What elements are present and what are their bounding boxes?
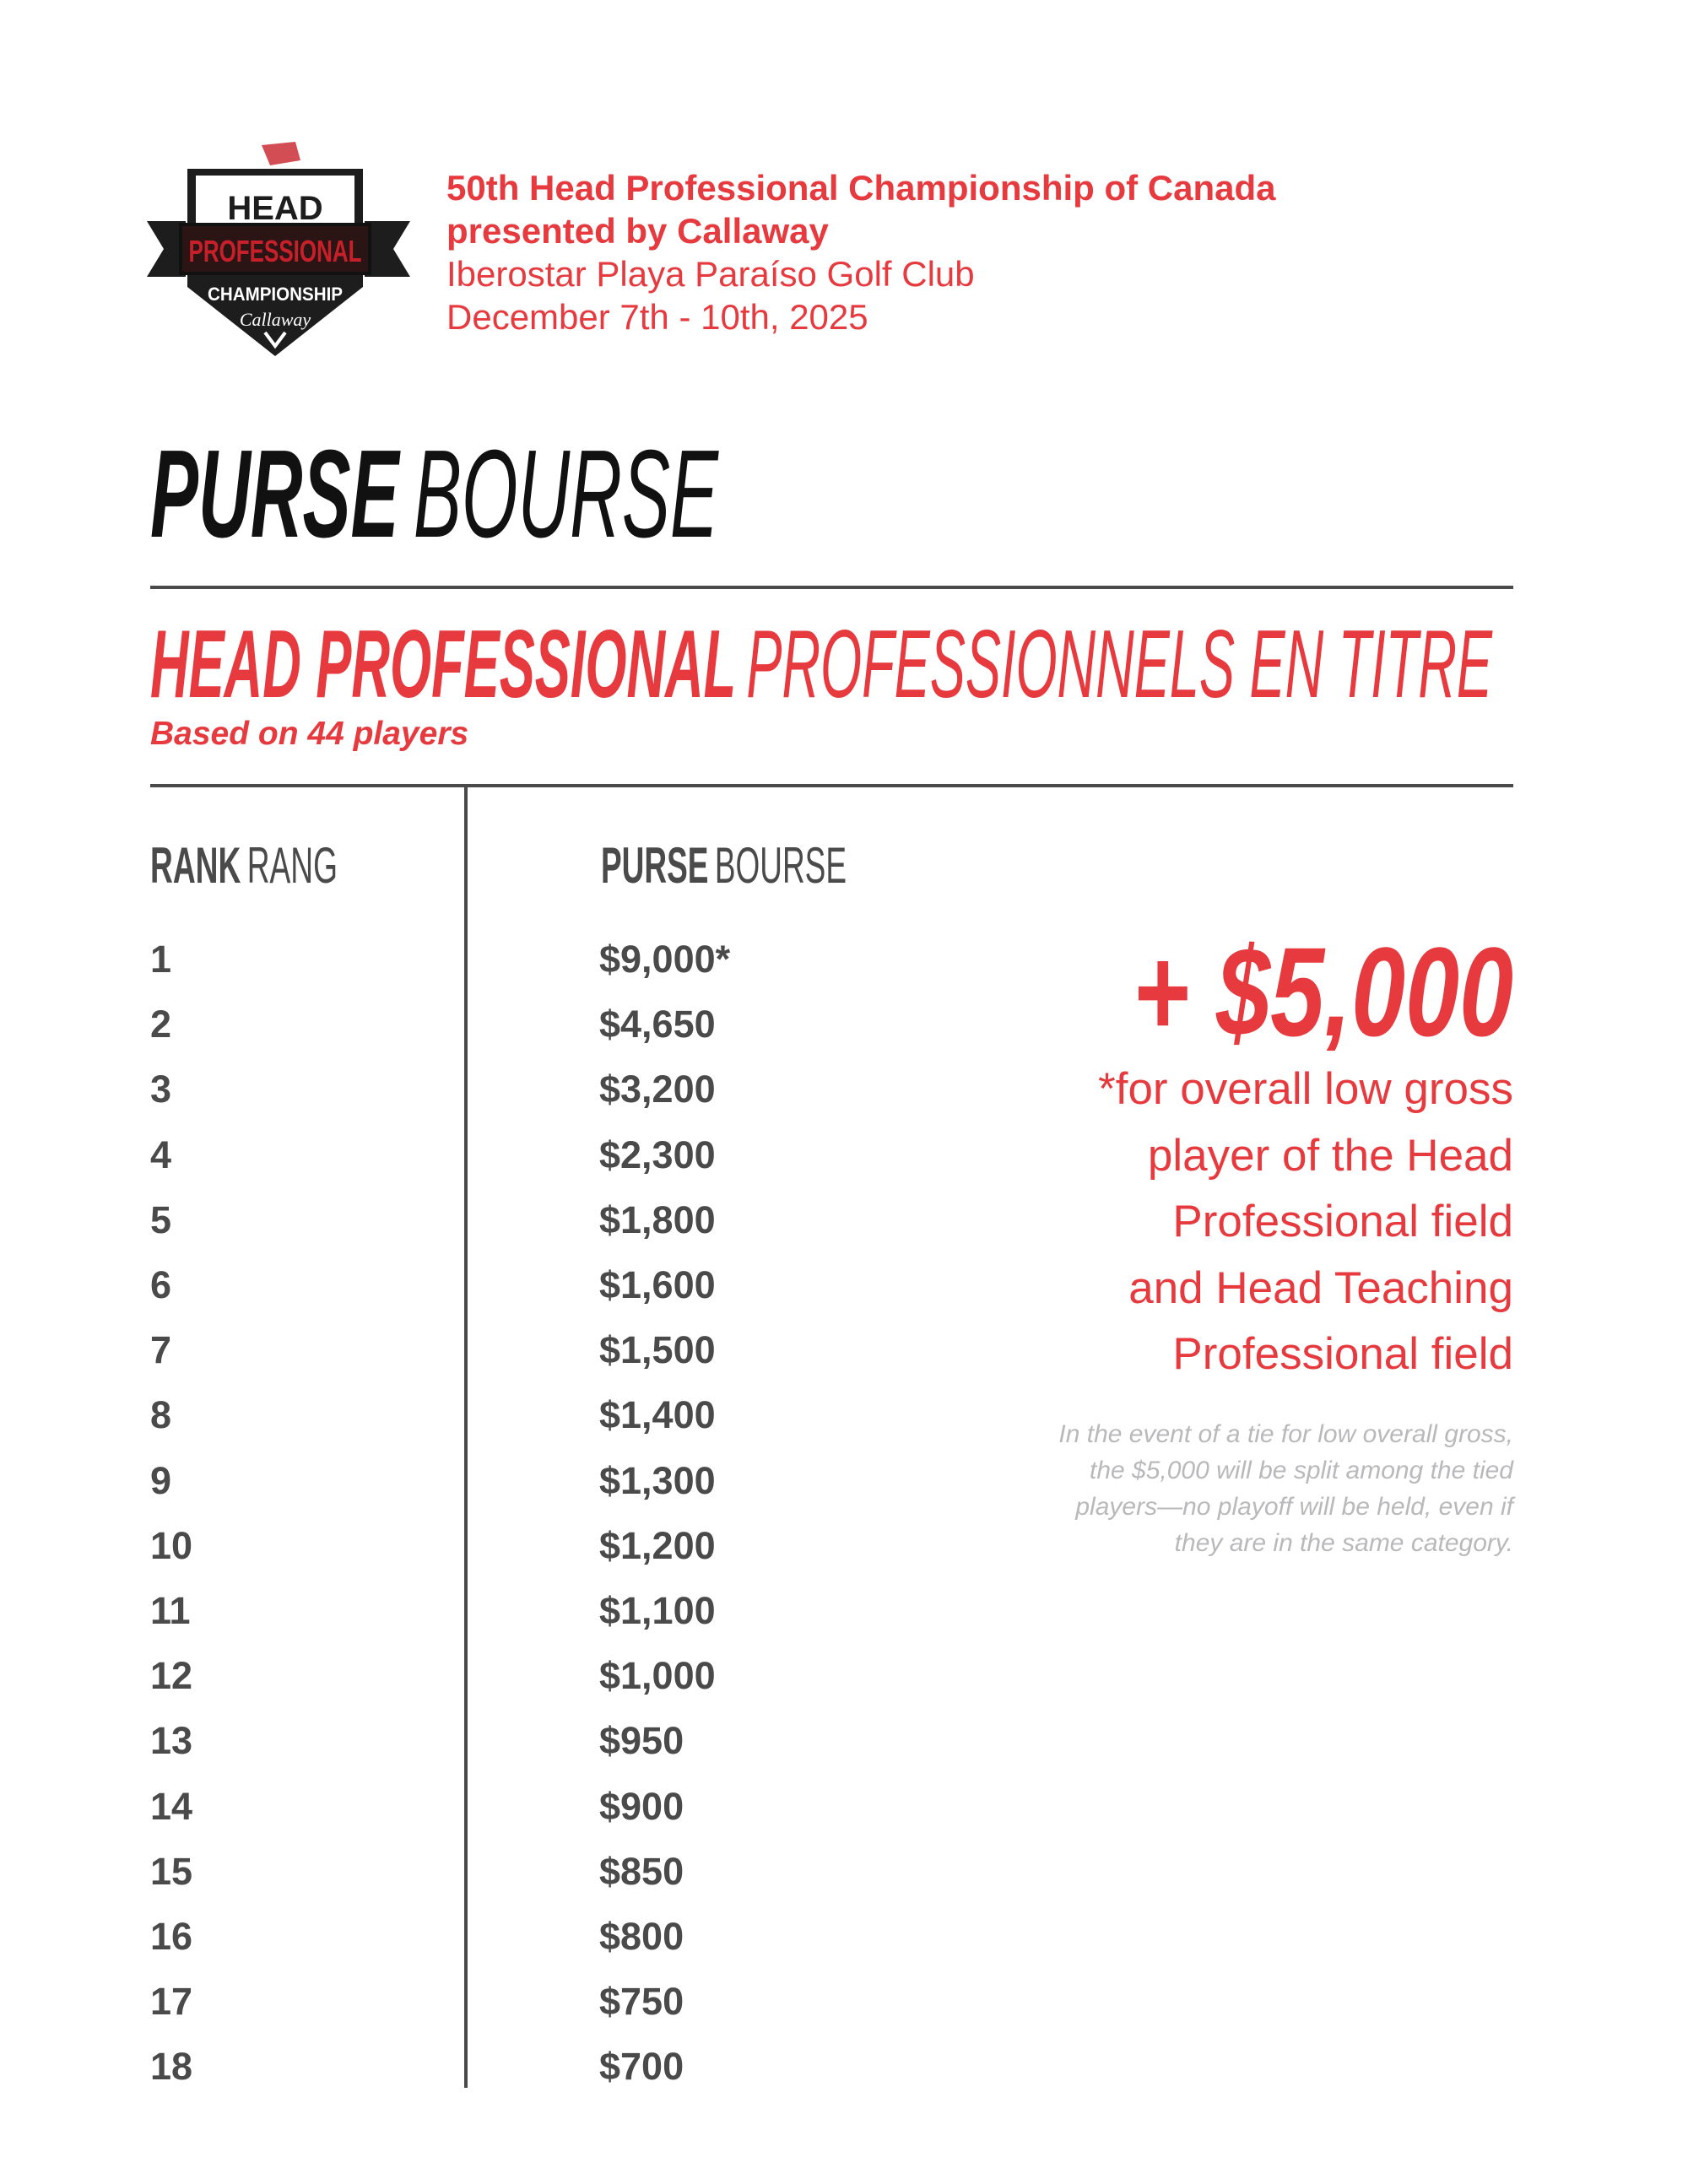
column-divider	[464, 786, 468, 2088]
bonus-amount-text: + $5,000	[1133, 924, 1513, 1051]
bonus-amount: + $5,000	[1133, 924, 1513, 1051]
purse-cell: $1,800	[599, 1197, 716, 1241]
purse-cell: $850	[599, 1849, 684, 1893]
purse-header: PURSEBOURSE	[601, 837, 847, 894]
note-line: the $5,000 will be split among the tied	[1090, 1457, 1513, 1484]
event-title: 50th Head Professional Championship of C…	[446, 168, 1276, 208]
rank-header-light: RANG	[247, 837, 338, 894]
tie-note: In the event of a tie for low overall gr…	[1058, 1416, 1513, 1561]
section-subtitle: Based on 44 players	[150, 716, 469, 752]
note-line: players—no playoff will be held, even if	[1075, 1493, 1513, 1521]
svg-text:CHAMPIONSHIP: CHAMPIONSHIP	[208, 284, 343, 305]
svg-text:HEAD: HEAD	[227, 190, 322, 227]
rank-cell: 2	[150, 1003, 172, 1046]
page-title: PURSEBOURSE	[150, 424, 719, 557]
bonus-description: *for overall low gross player of the Hea…	[1098, 1057, 1513, 1388]
rank-cell: 11	[150, 1589, 191, 1632]
event-venue: Iberostar Playa Paraíso Golf Club	[446, 254, 975, 294]
divider	[150, 586, 1513, 589]
purse-cell: $1,500	[599, 1328, 716, 1372]
svg-text:RANKRANG: RANKRANG	[150, 837, 338, 894]
rank-cell: 4	[150, 1133, 172, 1176]
rank-cell: 3	[150, 1068, 172, 1111]
championship-logo: HEAD PROFESSIONAL CHAMPIONSHIP Callaway	[143, 135, 414, 363]
rank-cell: 8	[150, 1393, 172, 1437]
svg-text:PROFESSIONAL: PROFESSIONAL	[189, 234, 362, 268]
section-heading: HEAD PROFESSIONALPROFESSIONNELS EN TITRE	[150, 611, 1493, 713]
purse-cell: $750	[599, 1980, 684, 2024]
svg-text:PURSEBOURSE: PURSEBOURSE	[601, 837, 847, 894]
divider	[150, 784, 1513, 787]
purse-cell: $800	[599, 1915, 684, 1958]
rank-header: RANKRANG	[150, 837, 338, 894]
title-light: BOURSE	[414, 424, 719, 557]
purse-cell: $2,300	[599, 1133, 716, 1176]
rank-cell: 18	[150, 2045, 193, 2089]
purse-cell: $1,000	[599, 1654, 716, 1698]
svg-text:Callaway: Callaway	[240, 309, 311, 330]
note-line: In the event of a tie for low overall gr…	[1058, 1420, 1513, 1448]
purse-cell: $1,400	[599, 1393, 716, 1437]
purse-cell: $950	[599, 1719, 684, 1763]
purse-cell: $1,300	[599, 1458, 716, 1502]
section-bold: HEAD PROFESSIONAL	[150, 611, 736, 713]
rank-cell: 16	[150, 1915, 193, 1958]
svg-text:HEAD PROFESSIONALPROFESSIONNEL: HEAD PROFESSIONALPROFESSIONNELS EN TITRE	[150, 611, 1493, 713]
bonus-line: Professional field	[1172, 1197, 1513, 1246]
purse-header-light: BOURSE	[715, 837, 847, 894]
rank-cell: 6	[150, 1263, 172, 1306]
event-presenter: presented by Callaway	[446, 211, 829, 251]
rank-cell: 10	[150, 1523, 193, 1567]
note-line: they are in the same category.	[1174, 1529, 1513, 1557]
bonus-line: and Head Teaching	[1128, 1262, 1513, 1313]
purse-cell: $3,200	[599, 1068, 716, 1111]
purse-cell: $1,600	[599, 1263, 716, 1306]
purse-cell: $4,650	[599, 1003, 716, 1046]
rank-cell: 9	[150, 1458, 172, 1502]
svg-text:PURSEBOURSE: PURSEBOURSE	[150, 424, 719, 557]
purse-cell: $1,200	[599, 1523, 716, 1567]
event-dates: December 7th - 10th, 2025	[446, 297, 868, 337]
purse-cell: $1,100	[599, 1589, 716, 1632]
bonus-line: Professional field	[1172, 1329, 1513, 1379]
purse-cell: $9,000*	[599, 938, 731, 981]
section-light: PROFESSIONNELS EN TITRE	[746, 611, 1493, 713]
rank-header-bold: RANK	[150, 837, 241, 894]
rank-cell: 17	[150, 1980, 193, 2024]
rank-cell: 5	[150, 1197, 172, 1241]
rank-cell: 7	[150, 1328, 172, 1372]
rank-cell: 13	[150, 1719, 193, 1763]
bonus-line: *for overall low gross	[1098, 1064, 1513, 1114]
rank-cell: 12	[150, 1654, 193, 1698]
title-bold: PURSE	[150, 424, 401, 557]
rank-cell: 15	[150, 1849, 193, 1893]
purse-cell: $700	[599, 2045, 684, 2089]
rank-cell: 14	[150, 1784, 193, 1828]
purse-cell: $900	[599, 1784, 684, 1828]
purse-header-bold: PURSE	[601, 837, 708, 894]
bonus-line: player of the Head	[1147, 1130, 1513, 1181]
rank-cell: 1	[150, 938, 172, 981]
